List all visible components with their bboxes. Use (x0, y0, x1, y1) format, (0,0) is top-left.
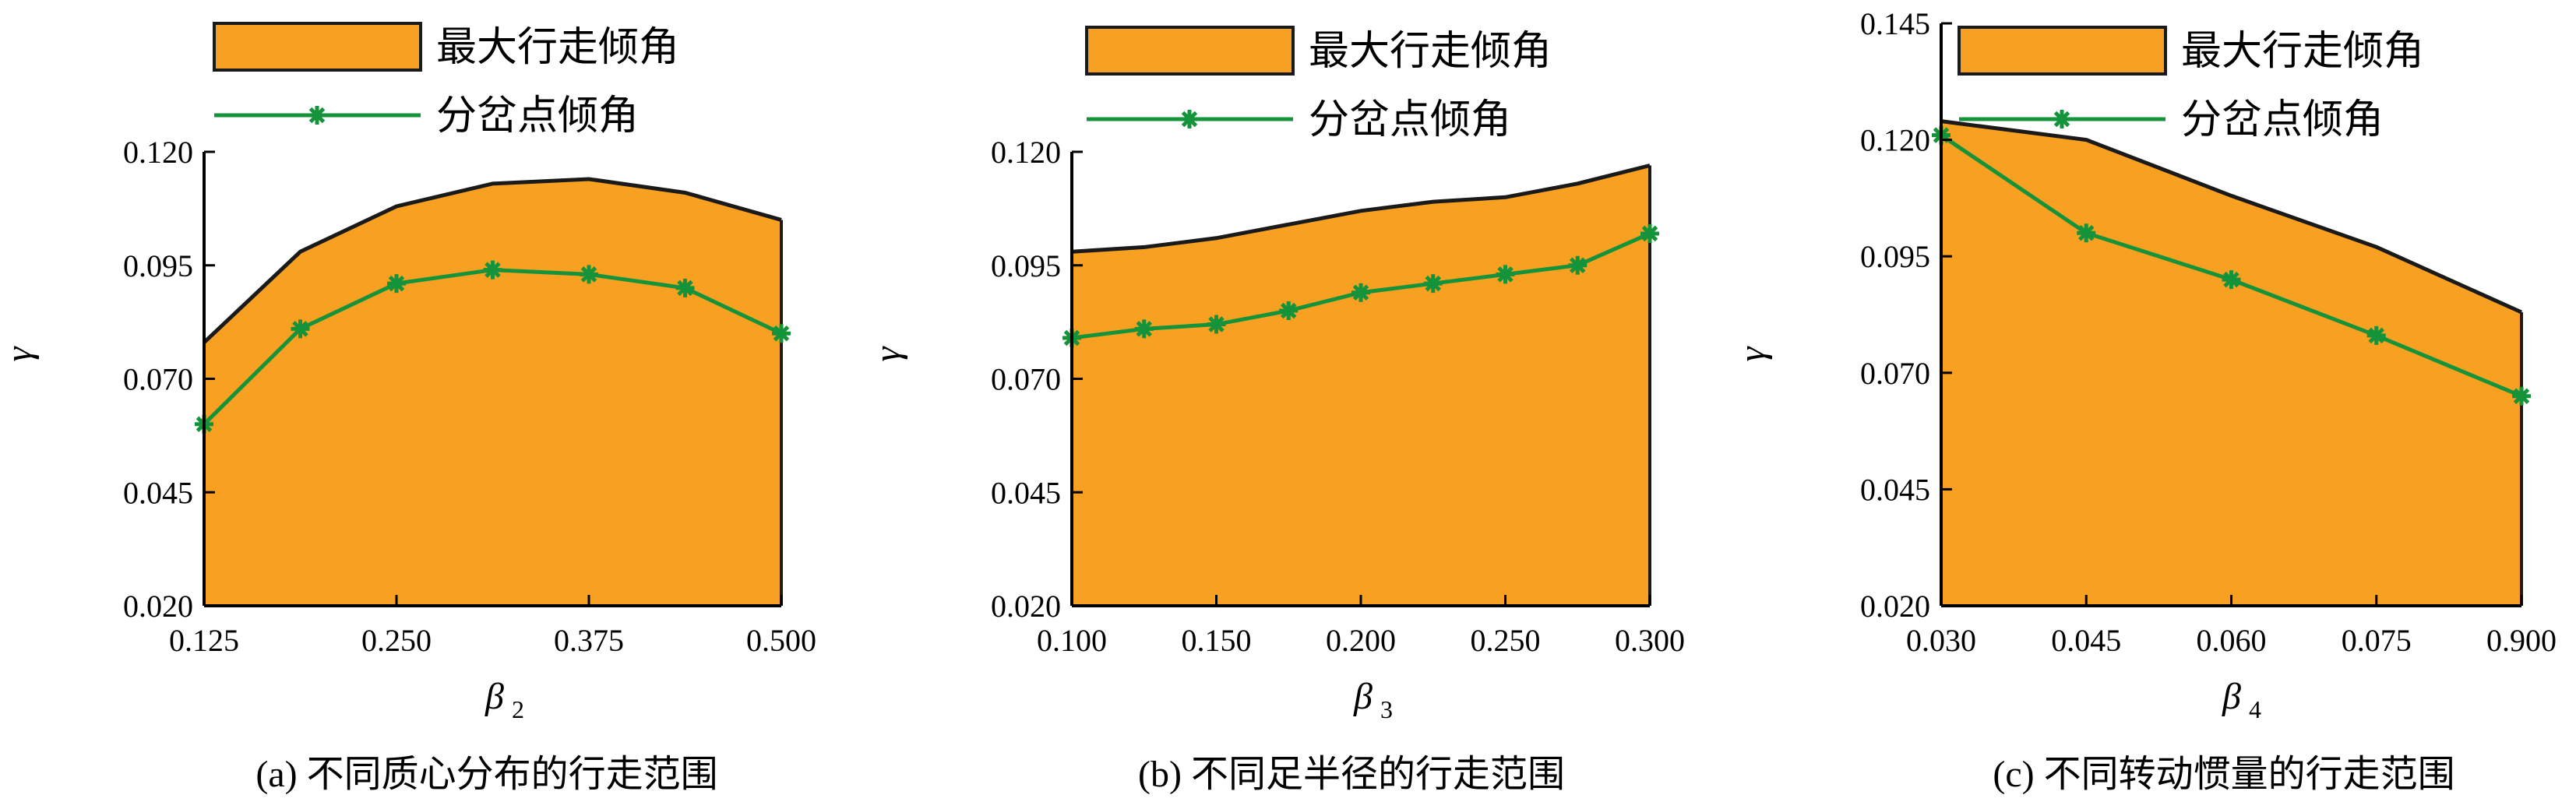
x-tick-label: 0.500 (746, 623, 816, 658)
bifurcation-point (2077, 223, 2096, 243)
legend-label-bifurcation: 分岔点倾角 (2181, 97, 2384, 143)
bifurcation-point (1568, 255, 1588, 275)
x-axis-label-subscript: 2 (512, 695, 524, 723)
legend-marker (2053, 110, 2071, 128)
x-axis-label: β (485, 676, 504, 717)
panel-caption: (b) 不同足半径的行走范围 (1138, 754, 1565, 795)
x-axis-label: β (1353, 676, 1373, 717)
x-tick-label: 0.100 (1037, 623, 1107, 658)
bifurcation-point (1423, 274, 1443, 294)
x-tick-label: 0.045 (2051, 623, 2121, 658)
legend-swatch-area (1958, 26, 2167, 76)
y-tick-label: 0.095 (123, 248, 193, 283)
legend-marker (308, 106, 326, 125)
legend-marker (1180, 110, 1199, 128)
y-tick-label: 0.120 (123, 135, 193, 170)
bifurcation-point (1207, 315, 1226, 334)
legend-label-max-slope: 最大行走倾角 (1309, 28, 1552, 75)
y-tick-label: 0.045 (123, 475, 193, 510)
bifurcation-point (1640, 223, 1659, 243)
x-tick-label: 0.375 (554, 623, 624, 658)
legend-swatch-area (1085, 26, 1295, 76)
bifurcation-point (387, 274, 406, 294)
x-axis-label-subscript: 3 (1380, 695, 1393, 723)
legend-label-max-slope: 最大行走倾角 (2181, 28, 2424, 75)
bifurcation-point (1134, 319, 1154, 339)
x-tick-label: 0.900 (2486, 623, 2557, 658)
chart-panel-2: 0.020 0.045 0.070 0.095 0.120 0.100 0.150 0.200… (867, 26, 1685, 795)
chart-panel-3: 0.020 0.045 0.070 0.095 0.120 0.145 0.030 0.045… (1732, 6, 2557, 795)
max-slope-boundary (1940, 119, 2523, 315)
y-tick-label: 0.020 (991, 589, 1061, 624)
x-tick-label: 0.200 (1326, 623, 1396, 658)
y-tick-label: 0.070 (991, 362, 1061, 397)
panel-caption: (a) 不同质心分布的行走范围 (255, 754, 717, 795)
x-tick-label: 0.300 (1615, 623, 1685, 658)
x-tick-label: 0.250 (1471, 623, 1541, 658)
max-slope-area (1072, 165, 1650, 607)
max-slope-boundary (203, 177, 782, 344)
y-tick-label: 0.095 (1860, 239, 1930, 274)
y-tick-label: 0.120 (1860, 123, 1930, 158)
bifurcation-point (772, 324, 791, 343)
bifurcation-point (580, 265, 598, 284)
legend-label-bifurcation: 分岔点倾角 (1309, 97, 1511, 143)
panel-caption: (c) 不同转动惯量的行走范围 (1993, 754, 2454, 795)
x-tick-label: 0.075 (2342, 623, 2412, 658)
bifurcation-point (1279, 301, 1299, 321)
x-tick-label: 0.030 (1906, 623, 1976, 658)
chart-panel-1: 0.020 0.045 0.070 0.095 0.120 0.125 0.250 0.375… (0, 22, 816, 795)
y-tick-label: 0.070 (1860, 356, 1930, 391)
y-tick-label: 0.020 (123, 589, 193, 624)
legend-label-bifurcation: 分岔点倾角 (436, 93, 639, 139)
x-tick-label: 0.250 (361, 623, 432, 658)
bifurcation-point (2366, 325, 2386, 345)
bifurcation-point (675, 278, 695, 297)
y-axis-label: γ (1732, 346, 1773, 361)
y-axis-label: γ (867, 346, 908, 361)
y-tick-label: 0.120 (991, 135, 1061, 170)
max-slope-area (204, 178, 781, 607)
x-tick-label: 0.125 (169, 623, 239, 658)
x-tick-label: 0.060 (2197, 623, 2267, 658)
bifurcation-point (483, 260, 502, 280)
x-tick-label: 0.150 (1182, 623, 1252, 658)
legend-label-max-slope: 最大行走倾角 (436, 24, 679, 71)
y-axis-label: γ (0, 346, 40, 361)
bifurcation-point (2512, 386, 2531, 406)
y-tick-label: 0.045 (1860, 472, 1930, 507)
legend-swatch-area (213, 22, 422, 72)
y-tick-label: 0.045 (991, 475, 1061, 510)
bifurcation-point (1496, 265, 1515, 284)
bifurcation-point (2222, 270, 2241, 290)
x-axis-label-subscript: 4 (2249, 695, 2261, 723)
bifurcation-point (1351, 283, 1370, 302)
y-tick-label: 0.145 (1860, 6, 1930, 41)
y-tick-label: 0.070 (123, 362, 193, 397)
y-tick-label: 0.020 (1860, 589, 1930, 624)
y-tick-label: 0.095 (991, 248, 1061, 283)
bifurcation-point (291, 319, 310, 339)
max-slope-boundary (1071, 164, 1651, 254)
x-axis-label: β (2222, 676, 2241, 717)
